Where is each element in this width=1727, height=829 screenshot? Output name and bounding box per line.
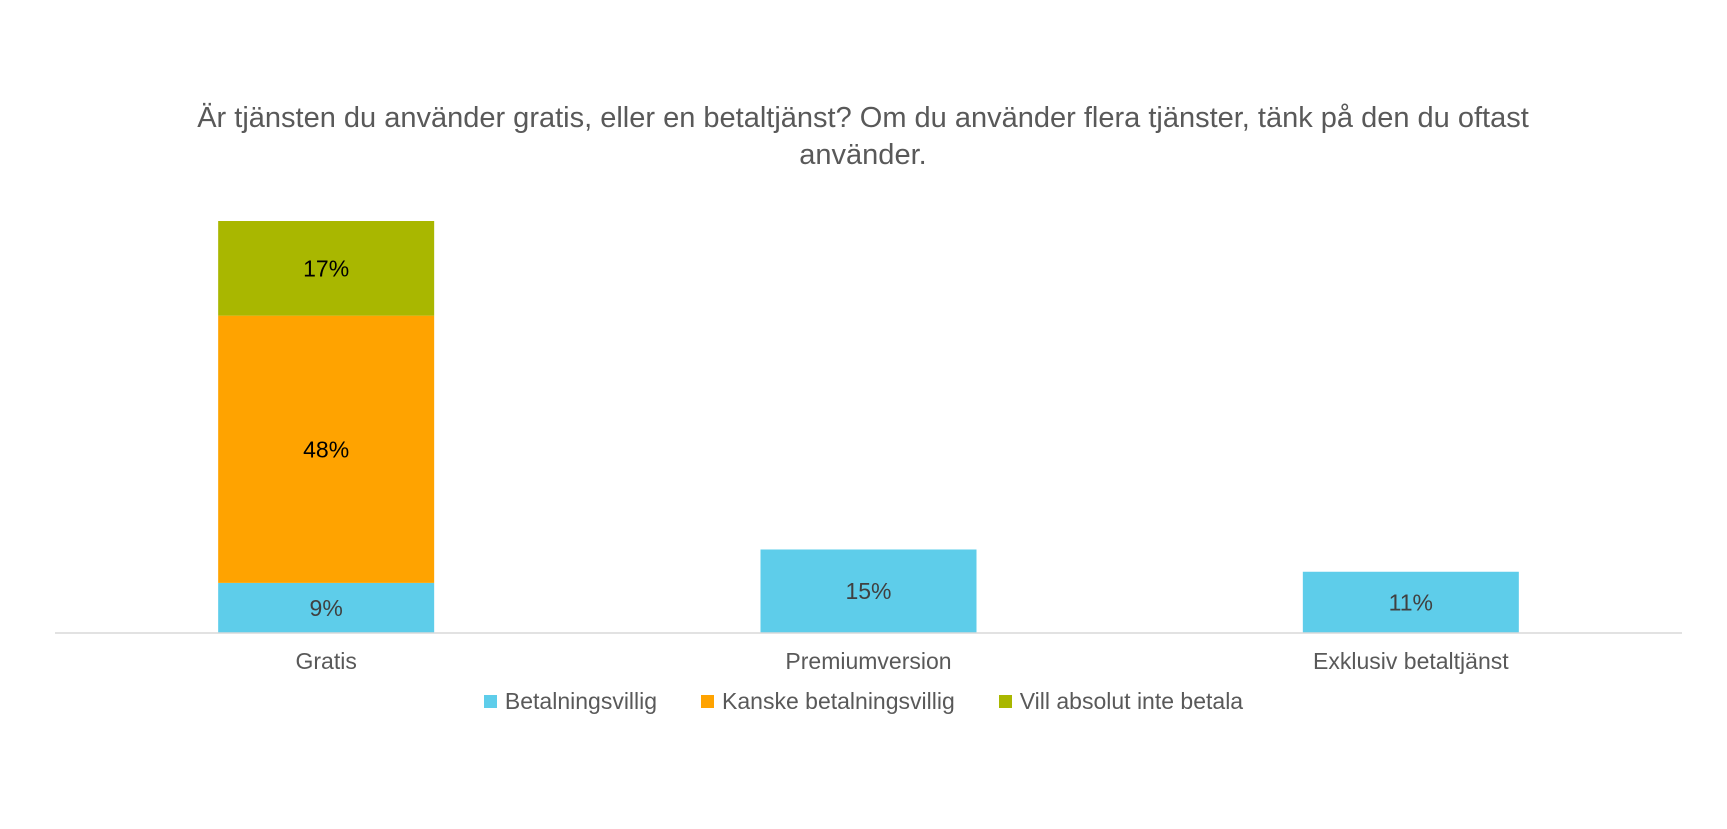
data-label-premiumversion-betalningsvillig: 15% [845, 578, 891, 604]
bar-gratis-kanske-betalningsvillig[interactable] [218, 315, 435, 583]
legend-item-kanske-betalningsvillig[interactable]: Kanske betalningsvillig [701, 688, 955, 715]
legend-label-vill-absolut-inte-betala: Vill absolut inte betala [1019, 688, 1244, 714]
data-label-gratis-betalningsvillig: 9% [310, 595, 343, 621]
bar-group: 9% 48% 17% 15% 11% [218, 221, 1519, 633]
bar-gratis-betalningsvillig[interactable] [218, 582, 435, 633]
legend-item-vill-absolut-inte-betala[interactable]: Vill absolut inte betala [998, 688, 1244, 715]
legend-swatch-kanske-betalningsvillig [701, 695, 715, 708]
x-tick-labels: Gratis Premiumversion Exklusiv betaltjänst [295, 648, 1509, 674]
data-label-gratis-kanske-betalningsvillig: 48% [303, 436, 349, 462]
bar-gratis-vill-absolut-inte-betala[interactable] [218, 221, 435, 316]
x-tick-label-gratis: Gratis [295, 648, 356, 674]
legend: Betalningsvillig Kanske betalningsvillig… [0, 688, 1727, 715]
x-tick-label-premiumversion: Premiumversion [785, 648, 951, 674]
legend-item-betalningsvillig[interactable]: Betalningsvillig [483, 688, 658, 715]
bar-exklusiv-betaltjanst-betalningsvillig[interactable] [1302, 571, 1519, 633]
chart-title: Är tjänsten du använder gratis, eller en… [197, 102, 1529, 171]
legend-label-betalningsvillig: Betalningsvillig [504, 688, 658, 714]
data-label-gratis-vill-absolut-inte-betala: 17% [303, 255, 349, 281]
data-label-exklusiv-betaltjanst-betalningsvillig: 11% [1389, 589, 1433, 615]
legend-label-kanske-betalningsvillig: Kanske betalningsvillig [722, 688, 955, 714]
x-tick-label-exklusiv-betaltjanst: Exklusiv betaltjänst [1313, 648, 1509, 674]
legend-swatch-betalningsvillig [483, 695, 497, 708]
bar-premiumversion-betalningsvillig[interactable] [760, 549, 977, 633]
legend-swatch-vill-absolut-inte-betala [998, 695, 1012, 708]
